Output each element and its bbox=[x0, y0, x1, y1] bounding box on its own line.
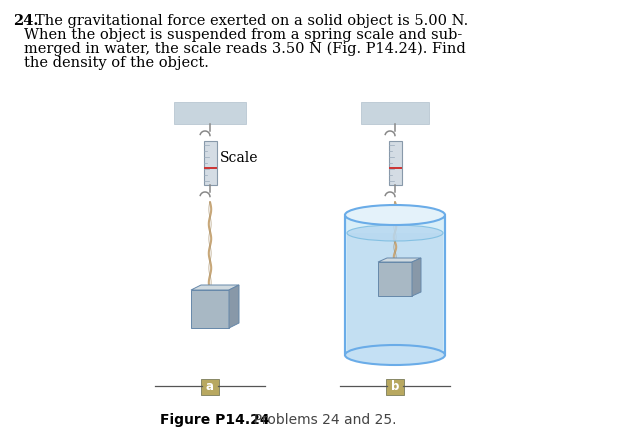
Polygon shape bbox=[229, 285, 239, 328]
Text: The gravitational force exerted on a solid object is 5.00 N.: The gravitational force exerted on a sol… bbox=[35, 14, 468, 28]
FancyBboxPatch shape bbox=[201, 379, 219, 395]
FancyBboxPatch shape bbox=[204, 141, 217, 185]
Ellipse shape bbox=[345, 345, 445, 365]
Text: b: b bbox=[391, 381, 399, 394]
Text: When the object is suspended from a spring scale and sub-: When the object is suspended from a spri… bbox=[24, 28, 462, 42]
Ellipse shape bbox=[347, 225, 443, 241]
Text: merged in water, the scale reads 3.50 N (Fig. P14.24). Find: merged in water, the scale reads 3.50 N … bbox=[24, 42, 465, 56]
Polygon shape bbox=[191, 285, 239, 290]
Text: Scale: Scale bbox=[220, 151, 259, 165]
Text: 24.: 24. bbox=[13, 14, 38, 28]
Ellipse shape bbox=[345, 205, 445, 225]
Text: Figure P14.24: Figure P14.24 bbox=[160, 413, 270, 427]
FancyBboxPatch shape bbox=[174, 102, 246, 124]
FancyBboxPatch shape bbox=[386, 379, 404, 395]
Text: Problems 24 and 25.: Problems 24 and 25. bbox=[245, 413, 396, 427]
FancyBboxPatch shape bbox=[361, 102, 429, 124]
FancyBboxPatch shape bbox=[347, 233, 443, 350]
FancyBboxPatch shape bbox=[345, 215, 445, 355]
Polygon shape bbox=[412, 258, 421, 296]
Text: the density of the object.: the density of the object. bbox=[24, 56, 209, 70]
Polygon shape bbox=[378, 258, 421, 262]
Polygon shape bbox=[191, 290, 229, 328]
FancyBboxPatch shape bbox=[389, 141, 402, 185]
Polygon shape bbox=[378, 262, 412, 296]
Text: a: a bbox=[206, 381, 214, 394]
